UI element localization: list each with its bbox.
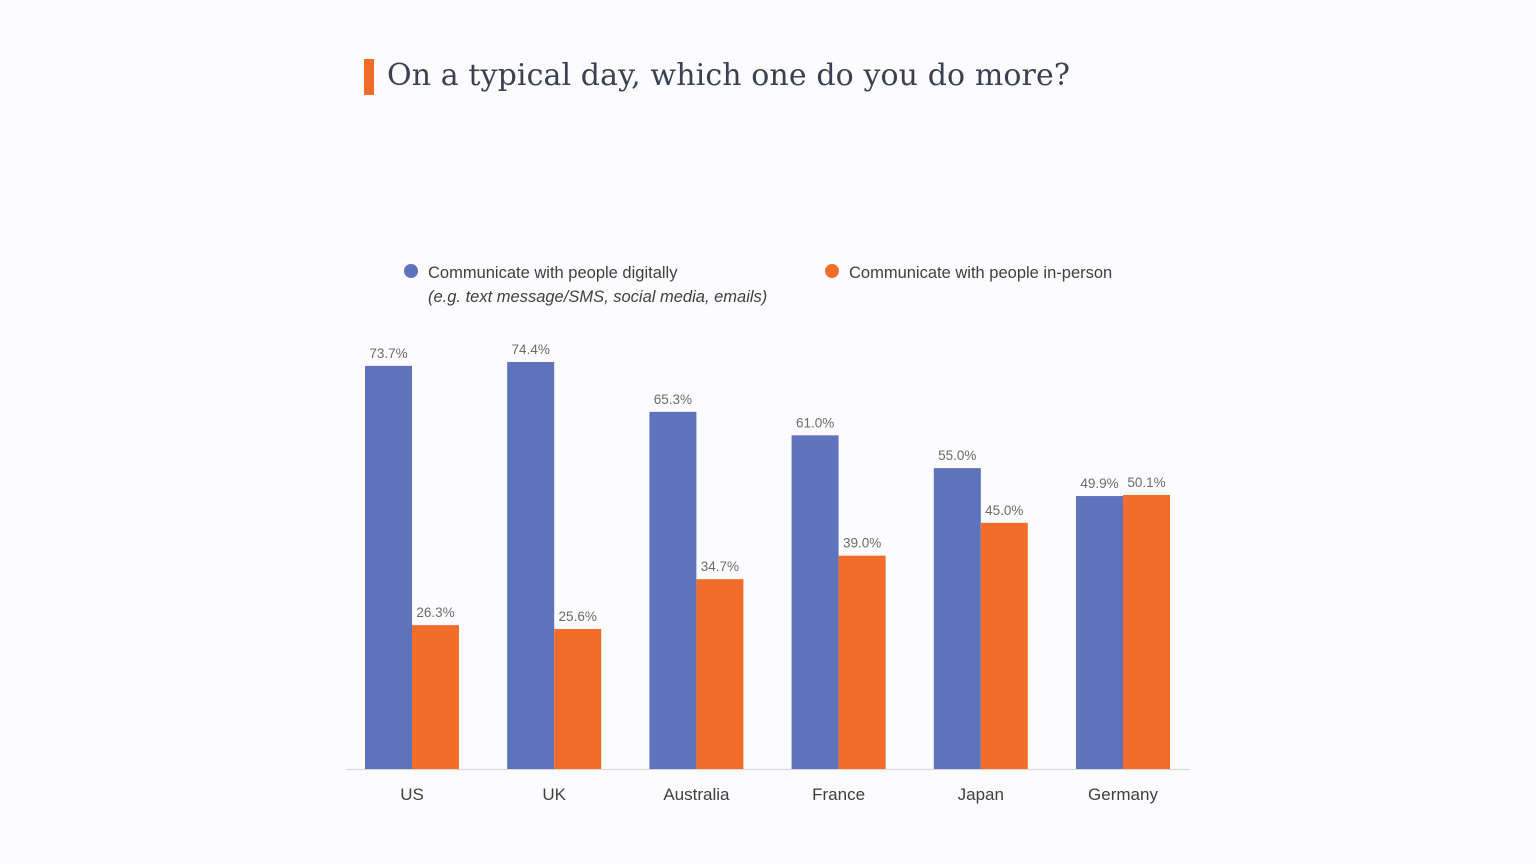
- legend-item-inperson: Communicate with people in-person: [825, 261, 1112, 285]
- x-tick-label-australia: Australia: [663, 785, 730, 804]
- title-accent-bar: [364, 59, 374, 95]
- data-label-digital-germany: 49.9%: [1080, 476, 1118, 491]
- data-label-digital-uk: 74.4%: [512, 342, 550, 357]
- legend-item-digital: Communicate with people digitally (e.g. …: [404, 261, 767, 309]
- bar-digital-australia: [649, 411, 697, 769]
- legend-note-digital: (e.g. text message/SMS, social media, em…: [428, 288, 768, 306]
- bar-inperson-japan: [980, 522, 1028, 769]
- legend-marker-inperson: [825, 264, 839, 278]
- data-label-inperson-australia: 34.7%: [701, 559, 739, 574]
- data-label-digital-france: 61.0%: [796, 415, 834, 430]
- bar-digital-uk: [507, 362, 555, 769]
- x-tick-label-us: US: [400, 785, 424, 804]
- data-label-inperson-us: 26.3%: [416, 605, 454, 620]
- bar-inperson-france: [838, 555, 886, 769]
- data-label-inperson-germany: 50.1%: [1127, 475, 1165, 490]
- bar-digital-germany: [1076, 496, 1123, 769]
- bar-inperson-australia: [696, 579, 744, 769]
- legend-label-digital: Communicate with people digitally: [428, 264, 678, 282]
- data-label-inperson-uk: 25.6%: [559, 609, 597, 624]
- legend-text-inperson: Communicate with people in-person: [849, 261, 1112, 285]
- legend-marker-digital: [404, 264, 418, 278]
- x-tick-label-germany: Germany: [1088, 785, 1158, 804]
- bar-digital-us: [365, 365, 412, 769]
- x-tick-label-france: France: [812, 785, 865, 804]
- bar-digital-france: [791, 435, 839, 769]
- bar-inperson-germany: [1123, 494, 1170, 769]
- x-tick-label-japan: Japan: [958, 785, 1004, 804]
- data-label-inperson-france: 39.0%: [843, 536, 881, 551]
- legend-label-inperson: Communicate with people in-person: [849, 264, 1113, 282]
- data-label-digital-us: 73.7%: [369, 346, 407, 361]
- chart-title: On a typical day, which one do you do mo…: [387, 58, 1071, 93]
- legend-text-digital: Communicate with people digitally (e.g. …: [428, 261, 767, 309]
- data-label-digital-japan: 55.0%: [938, 448, 976, 463]
- x-tick-label-uk: UK: [542, 785, 566, 804]
- bar-inperson-us: [412, 625, 459, 769]
- data-label-digital-australia: 65.3%: [654, 392, 692, 407]
- data-label-inperson-japan: 45.0%: [985, 503, 1023, 518]
- bar-digital-japan: [933, 468, 981, 769]
- bar-inperson-uk: [554, 628, 602, 769]
